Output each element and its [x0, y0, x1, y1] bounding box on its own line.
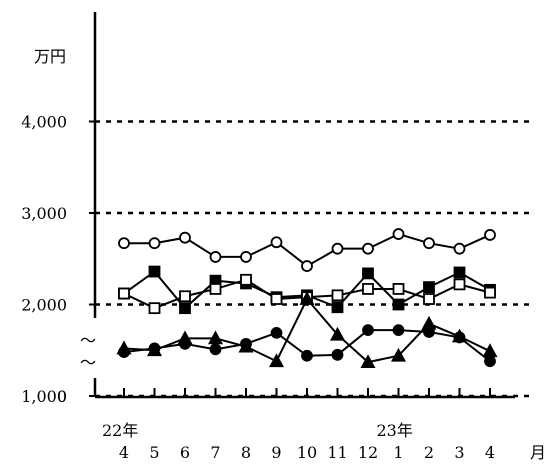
data-point: [329, 326, 346, 341]
data-point: [331, 348, 344, 361]
data-point: [179, 302, 191, 315]
data-point: [453, 242, 466, 255]
data-point: [148, 342, 161, 355]
y-unit-label: 万円: [34, 47, 66, 66]
y-tick-labels: 01,000 2,000 3,000 4,000: [21, 113, 67, 407]
series-filled-square: [118, 265, 496, 315]
data-point: [118, 346, 130, 358]
x-tick-label: 4: [119, 443, 129, 462]
x-tick-label: 11: [327, 443, 347, 462]
data-point: [331, 289, 344, 302]
data-point: [268, 353, 285, 368]
data-point: [484, 286, 496, 299]
data-point: [362, 283, 374, 295]
data-point: [301, 260, 313, 272]
x-tick-label: 6: [180, 443, 190, 462]
x-tick-label: 3: [454, 443, 464, 462]
data-point: [390, 347, 407, 362]
x-tick-label: 9: [271, 443, 281, 462]
data-point: [484, 355, 496, 368]
data-point: [207, 330, 224, 345]
data-point: [179, 337, 191, 350]
axis-break-symbol-lower: 〜: [80, 353, 96, 372]
y-tick-label: 2,000: [21, 296, 67, 315]
x-unit-label: 月: [530, 443, 546, 462]
data-point: [331, 242, 344, 255]
data-point: [148, 237, 161, 250]
data-point: [453, 278, 466, 291]
data-point: [392, 283, 405, 295]
data-point: [118, 237, 130, 250]
data-point: [331, 301, 344, 314]
x-tick-label: 8: [241, 443, 251, 462]
y-tick-label: 1,000: [21, 387, 67, 406]
data-point: [453, 266, 466, 279]
data-point: [392, 324, 405, 337]
data-point: [360, 354, 376, 369]
x-tick-label: 4: [485, 443, 495, 462]
axis-break-marker: 〜 〜: [80, 331, 96, 372]
data-point: [209, 343, 222, 356]
data-point: [423, 293, 435, 305]
data-point: [270, 326, 283, 339]
data-point: [392, 298, 405, 311]
data-point: [484, 229, 496, 241]
series-open-circle: [118, 228, 496, 272]
data-point: [148, 265, 161, 278]
y-tick-label: 0: [57, 387, 67, 406]
data-point: [240, 251, 252, 263]
x-tick-label: 2: [424, 443, 434, 462]
data-point: [423, 237, 435, 250]
data-point: [240, 273, 252, 286]
data-point: [362, 242, 374, 255]
data-point: [362, 324, 374, 337]
data-point: [392, 228, 405, 240]
y-tick-label: 3,000: [21, 204, 67, 223]
series-group: [116, 228, 498, 369]
data-point: [179, 290, 191, 303]
x-year-label: 23年: [377, 421, 413, 440]
y-tick-label: 4,000: [21, 113, 67, 132]
x-tick-label: 1: [393, 443, 403, 462]
data-point: [362, 267, 374, 280]
data-point: [270, 293, 283, 305]
x-tick-label: 5: [149, 443, 159, 462]
data-point: [482, 343, 498, 358]
x-tick-label: 7: [210, 443, 220, 462]
data-point: [270, 236, 283, 249]
data-point: [240, 337, 252, 350]
data-point: [179, 231, 191, 244]
data-point: [453, 331, 466, 344]
data-point: [118, 287, 130, 300]
series-filled-circle: [118, 324, 496, 368]
data-point: [423, 326, 435, 338]
axes: [89, 12, 515, 399]
data-point: [148, 302, 161, 315]
data-point: [423, 281, 435, 294]
data-point: [209, 251, 222, 263]
data-point: [299, 291, 315, 305]
x-tick-label: 12: [358, 443, 378, 462]
x-tick-label: 10: [297, 443, 317, 462]
axis-break-symbol-upper: 〜: [80, 331, 96, 350]
data-point: [301, 349, 313, 362]
x-year-label: 22年: [102, 421, 138, 440]
data-point: [209, 283, 222, 295]
